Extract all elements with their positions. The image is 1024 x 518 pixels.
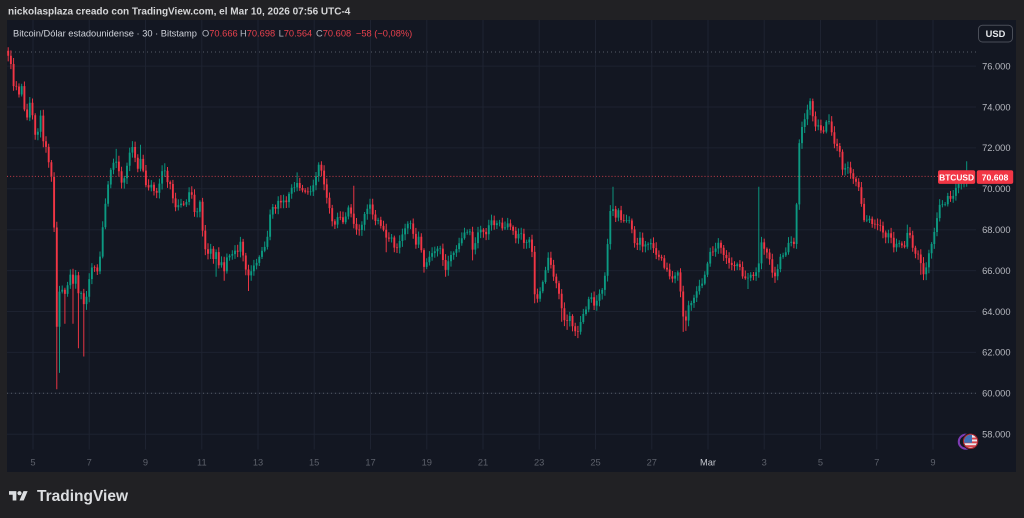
svg-text:7: 7: [87, 457, 92, 467]
svg-text:9: 9: [930, 457, 935, 467]
svg-text:Bitcoin/Dólar estadounidense ·: Bitcoin/Dólar estadounidense · 30 · Bits…: [13, 29, 197, 39]
svg-text:70.000: 70.000: [982, 184, 1010, 194]
svg-text:13: 13: [253, 457, 263, 467]
svg-text:9: 9: [143, 457, 148, 467]
svg-text:BTCUSD: BTCUSD: [939, 173, 974, 183]
svg-text:5: 5: [818, 457, 823, 467]
svg-text:USD: USD: [986, 29, 1006, 39]
svg-text:23: 23: [534, 457, 544, 467]
svg-text:76.000: 76.000: [982, 61, 1010, 71]
svg-text:66.000: 66.000: [982, 266, 1010, 276]
svg-text:3: 3: [762, 457, 767, 467]
svg-text:5: 5: [30, 457, 35, 467]
svg-text:68.000: 68.000: [982, 225, 1010, 235]
svg-text:27: 27: [647, 457, 657, 467]
svg-text:72.000: 72.000: [982, 143, 1010, 153]
svg-text:25: 25: [590, 457, 600, 467]
svg-text:nickolasplaza creado con Tradi: nickolasplaza creado con TradingView.com…: [8, 6, 351, 17]
svg-text:70.608: 70.608: [982, 173, 1009, 183]
svg-text:74.000: 74.000: [982, 102, 1010, 112]
svg-text:19: 19: [422, 457, 432, 467]
svg-text:60.000: 60.000: [982, 389, 1010, 399]
svg-text:58.000: 58.000: [982, 430, 1010, 440]
svg-text:64.000: 64.000: [982, 307, 1010, 317]
svg-text:62.000: 62.000: [982, 348, 1010, 358]
svg-text:11: 11: [197, 457, 207, 467]
svg-text:TradingView: TradingView: [37, 488, 129, 505]
svg-text:17: 17: [365, 457, 375, 467]
svg-text:Mar: Mar: [700, 457, 716, 467]
svg-text:7: 7: [874, 457, 879, 467]
svg-text:15: 15: [309, 457, 319, 467]
svg-text:21: 21: [478, 457, 488, 467]
